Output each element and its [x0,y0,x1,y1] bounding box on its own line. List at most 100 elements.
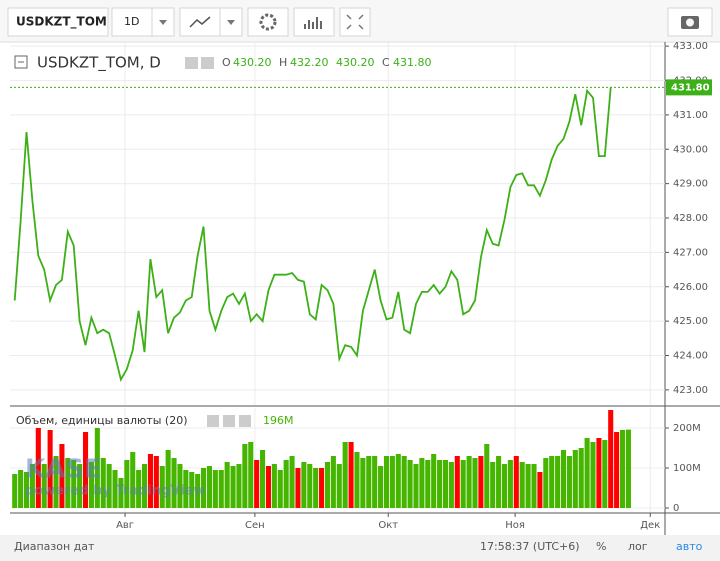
volume-bar [283,460,289,508]
volume-bar [378,466,384,508]
volume-bar [566,456,572,508]
settings-icon[interactable] [201,57,214,69]
log-toggle[interactable]: лог [628,540,648,553]
watermark-logo: KASE [25,455,102,485]
volume-bar [183,470,189,508]
last-price-label: 431.80 [671,82,710,93]
snapshot[interactable] [667,7,713,37]
volume-bar [254,460,260,508]
volume-bar [260,450,266,508]
volume-bar [242,444,248,508]
volume-bar [230,466,236,508]
volume-bar [118,478,124,508]
volume-bar [313,468,319,508]
volume-bar [124,460,130,508]
volume-bar [619,430,626,508]
volume-bar [614,432,620,508]
volume-bar [560,450,567,508]
volume-bar [525,464,531,508]
eye-icon[interactable] [207,415,219,427]
volume-bar [324,462,331,508]
volume-bar [442,460,449,508]
footer [0,535,720,561]
volume-bar [413,464,419,508]
volume-bar [578,448,584,508]
volume-bar [59,444,65,508]
volume-bar [419,458,425,508]
gear-icon [259,13,277,31]
volume-bar [171,458,177,508]
volume-bar [218,470,224,508]
price-line [13,87,612,383]
volume-bar [330,456,336,508]
volume-bar [490,462,496,508]
volume-bar [142,464,148,508]
y-tick-label: 425.00 [673,316,708,327]
eye-icon[interactable] [185,57,198,69]
volume-bar [271,464,277,508]
x-tick-label: Сен [245,520,265,531]
volume-bar [507,460,513,508]
legend-value: 430.20 [233,56,272,69]
volume-bar [106,464,112,508]
volume-bar [590,442,596,508]
chart-title: USDKZT_TOM, D [37,54,161,73]
volume-bar [307,464,313,508]
volume-bar [354,452,360,508]
volume-bar [584,438,590,508]
volume-bar [484,444,490,508]
watermark-text: powered by TradingView [25,484,206,499]
y-tick-label: 426.00 [673,282,708,293]
volume-bar [531,464,537,508]
collapse-icon[interactable] [14,55,28,69]
settings-icon[interactable] [223,415,235,427]
volume-bar [572,450,578,508]
volume-bar [224,462,230,508]
legend-label: O [222,56,231,69]
y-tick-label: 424.00 [673,351,708,362]
volume-bar [248,442,254,508]
volume-bar [431,454,437,508]
fullscreen-icon [346,14,364,30]
volume-bar [466,456,472,508]
close-icon[interactable] [239,415,251,427]
y-tick-label: 428.00 [673,213,708,224]
symbol[interactable]: USDKZT_TOM [16,15,107,30]
fullscreen[interactable] [339,7,371,37]
dropdown-arrow [227,20,235,25]
volume-bar [360,458,366,508]
marks: 423.00 424.00 425.00 426.00 427.00 428.00 429.… [10,41,712,531]
x-tick-label: Дек [640,520,660,531]
volume-bar [77,464,83,508]
volume-bar [195,474,201,508]
legend-value: 431.80 [393,56,432,69]
symbol-box[interactable] [7,7,109,37]
volume-bar [88,462,94,508]
dropdown-arrow [159,20,167,25]
auto-toggle[interactable]: авто [676,540,703,553]
y-tick-label: 429.00 [673,179,708,190]
volume-bar [608,410,614,508]
volume-bar [537,472,543,508]
volume-bar [159,466,165,508]
volume-bar [478,456,484,508]
volume-bar [295,468,301,508]
volume-bar [130,452,136,508]
volume-bar [201,468,207,508]
y-tick-label: 100M [673,463,701,474]
volume-bar [53,456,59,508]
percent-toggle[interactable]: % [596,540,606,553]
settings[interactable] [247,7,289,37]
volume-bar [366,456,372,508]
indicator-icon [304,17,322,29]
camera-lens [686,18,694,27]
volume-bar [147,454,153,508]
y-tick-label: 427.00 [673,247,708,258]
interval[interactable]: 1D [124,15,139,28]
volume-bar [236,464,242,508]
volume-bar [18,470,24,508]
date-range[interactable]: Диапазон дат [14,540,95,553]
y-tick-label: 200M [673,423,701,434]
volume-bar [625,429,631,508]
